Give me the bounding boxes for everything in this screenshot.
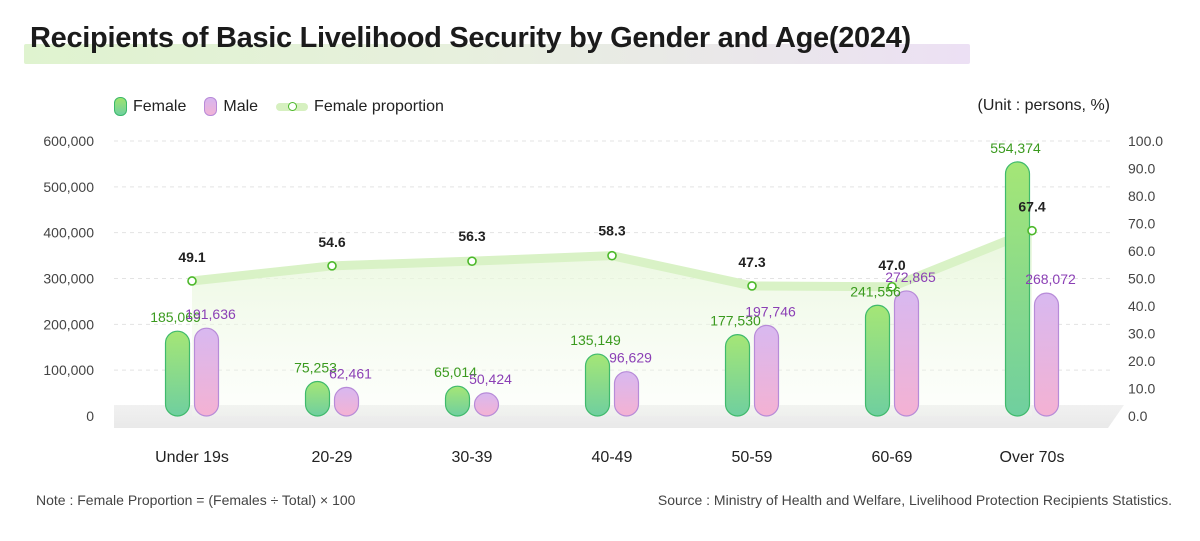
proportion-label: 47.3 [738,254,765,270]
proportion-dot [327,261,337,271]
bar-female-label: 135,149 [570,332,621,348]
title-highlight [24,44,970,64]
x-tick-label: Over 70s [1000,449,1065,466]
bar-female-label: 554,374 [990,140,1041,156]
legend-item-female: Female [114,97,186,116]
y-tick-left: 0 [86,408,94,424]
proportion-label: 58.3 [598,223,625,239]
x-tick-label: 50-59 [732,449,773,466]
bar-male-label: 96,629 [609,350,652,366]
y-tick-left: 400,000 [43,225,94,241]
bar-female-label: 75,253 [294,360,337,376]
legend-item-male: Male [204,97,258,116]
bar-female-label: 185,069 [150,309,201,325]
x-tick-label: Under 19s [155,449,229,466]
legend-male-swatch [204,97,218,116]
bar-male-label: 50,424 [469,371,512,387]
bar-male [473,392,500,417]
y-tick-right: 10.0 [1128,381,1155,397]
legend-item-proportion: Female proportion [276,98,444,116]
legend-female-swatch [114,97,127,116]
proportion-area [192,230,1032,416]
bar-female [1004,161,1031,417]
proportion-line [187,226,1037,292]
legend-proportion-swatch [276,101,309,111]
bar-male-label: 272,865 [885,269,936,285]
bar-male [613,371,640,417]
bar-male [893,290,920,417]
y-tick-left: 300,000 [43,271,94,287]
source-note: Source : Ministry of Health and Welfare,… [657,492,1172,508]
bar-male-label: 62,461 [329,365,372,381]
proportion-label: 67.4 [1018,199,1045,215]
proportion-label: 49.1 [178,249,205,265]
proportion-label: 47.0 [878,257,905,273]
bar-female-label: 65,014 [434,364,477,380]
bar-female [864,304,891,417]
bar-male [1033,292,1060,417]
y-tick-right: 90.0 [1128,161,1155,177]
bar-female [304,380,331,417]
proportion-dot [887,281,897,292]
y-tick-right: 60.0 [1128,243,1155,259]
y-tick-right: 30.0 [1128,326,1155,342]
legend-male-label: Male [223,97,259,115]
chart-title: Recipients of Basic Livelihood Security … [30,22,911,54]
chart-floor [114,405,1124,428]
y-tick-right: 40.0 [1128,298,1155,314]
bar-male-label: 191,636 [185,306,236,322]
bar-male-label: 268,072 [1025,271,1076,287]
y-tick-right: 80.0 [1128,188,1155,204]
y-tick-left: 100,000 [43,362,94,378]
title-block: Recipients of Basic Livelihood Security … [24,22,970,64]
y-tick-left: 600,000 [43,133,94,149]
bar-female-label: 241,556 [850,283,901,299]
bar-male [753,324,780,417]
bar-female [164,330,191,417]
x-tick-label: 30-39 [452,449,493,466]
bar-female [724,334,751,417]
y-tick-right: 50.0 [1128,271,1155,287]
bar-male-label: 197,746 [745,303,796,319]
y-tick-left: 200,000 [43,316,94,332]
proportion-dot [1027,225,1037,236]
bar-female-label: 177,530 [710,313,761,329]
footnote: Note : Female Proportion = (Females ÷ To… [36,492,356,508]
proportion-label: 54.6 [318,234,345,250]
x-tick-label: 20-29 [312,449,353,466]
y-tick-right: 20.0 [1128,353,1155,369]
unit-label: (Unit : persons, %) [977,97,1110,114]
proportion-dot [187,276,197,286]
y-tick-right: 0.0 [1128,408,1148,424]
bar-male [193,327,220,417]
bar-female [584,353,611,417]
legend: Female Male Female proportion [114,97,444,116]
proportion-dot [607,250,617,261]
bar-male [333,386,360,417]
proportion-label: 56.3 [458,228,485,244]
proportion-dot [467,256,477,266]
bar-female [444,385,471,417]
x-tick-label: 40-49 [592,449,633,466]
y-tick-right: 70.0 [1128,216,1155,232]
x-tick-label: 60-69 [872,449,913,466]
legend-proportion-label: Female proportion [314,97,444,115]
proportion-dot [747,281,757,291]
legend-female-label: Female [133,97,187,115]
y-tick-left: 500,000 [43,179,94,195]
y-tick-right: 100.0 [1128,133,1163,149]
